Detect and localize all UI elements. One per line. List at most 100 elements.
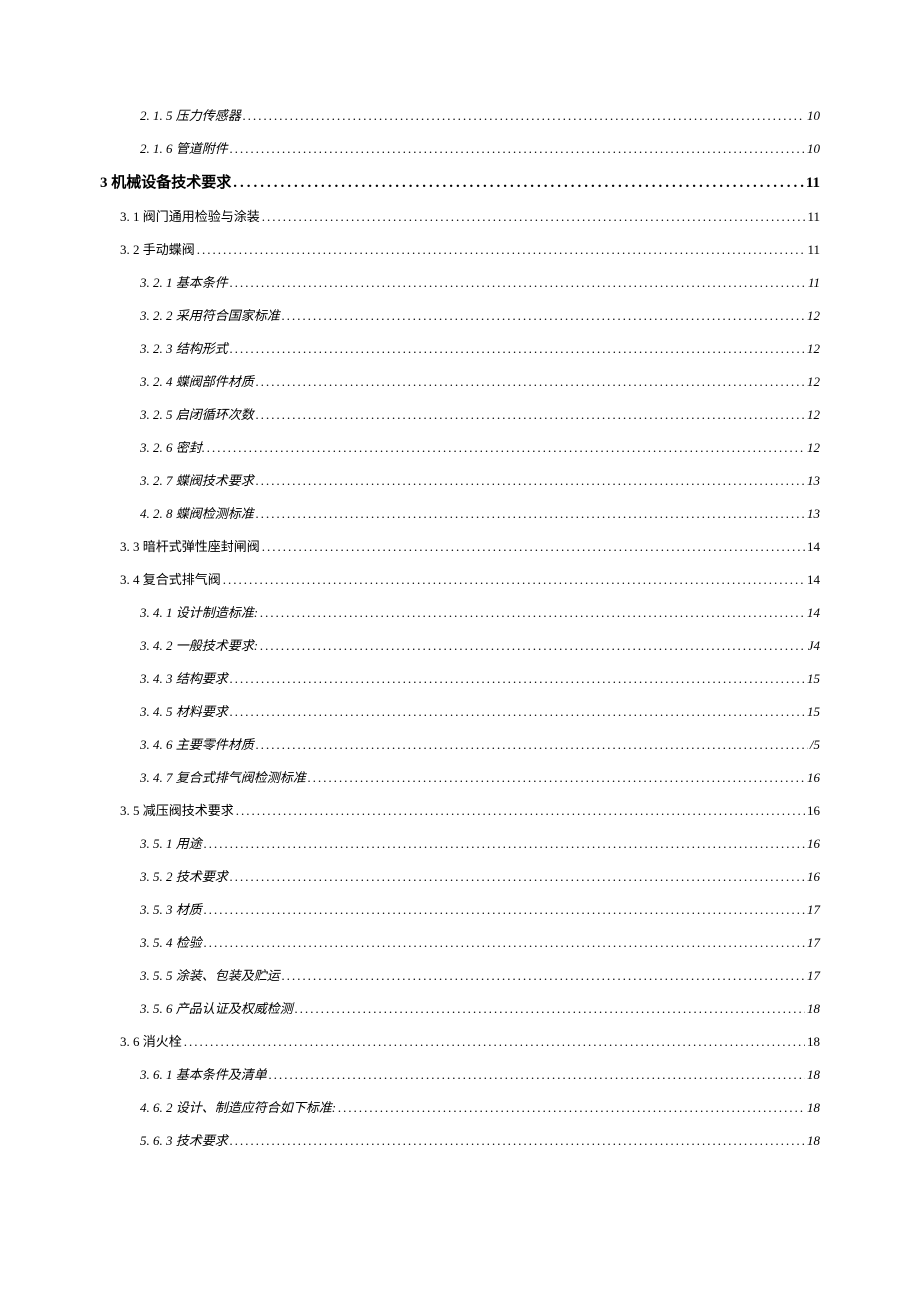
toc-entry-label: 3. 2. 3 结构形式	[140, 338, 228, 357]
toc-entry: 2. 1. 6 管道附件10	[100, 138, 820, 157]
toc-leader-dots	[262, 539, 805, 555]
toc-entry: 5. 6. 3 技术要求 18	[100, 1130, 820, 1149]
toc-leader-dots	[230, 275, 806, 291]
toc-entry-page: 14	[807, 605, 820, 621]
toc-leader-dots	[204, 902, 805, 918]
toc-entry-page: 13	[807, 473, 820, 489]
toc-entry-label: 3. 4. 2 一般技术要求:	[140, 635, 258, 654]
toc-entry-page: 18	[807, 1067, 820, 1083]
toc-entry-label: 3. 5. 5 涂装、包装及贮运	[140, 965, 280, 984]
toc-entry-label: 3. 5. 2 技术要求	[140, 866, 228, 885]
toc-leader-dots	[282, 968, 805, 984]
toc-entry: 3. 6 消火栓 18	[100, 1031, 820, 1050]
toc-entry-page: 13	[807, 506, 820, 522]
toc-entry-page: 18	[807, 1100, 820, 1116]
toc-entry-label: 3. 4. 7 复合式排气阀检测标准	[140, 767, 306, 786]
toc-entry: 3. 3 暗杆式弹性座封闸阀 14	[100, 536, 820, 555]
toc-entry-page: 15	[807, 671, 820, 687]
toc-entry: 3. 2. 3 结构形式 12	[100, 338, 820, 357]
toc-entry-label: 3. 4. 6 主要零件材质	[140, 734, 254, 753]
toc-entry: 3. 4 复合式排气阀14	[100, 569, 820, 588]
toc-entry-page: 10	[807, 108, 820, 124]
toc-leader-dots	[338, 1100, 805, 1116]
toc-entry-label: 4. 2. 8 蝶阀检测标准	[140, 503, 254, 522]
toc-leader-dots	[204, 935, 805, 951]
toc-entry-label: 3 机械设备技术要求	[100, 171, 231, 192]
toc-entry-page: 11	[807, 242, 820, 258]
toc-leader-dots	[236, 803, 805, 819]
toc-entry-label: 3. 4 复合式排气阀	[120, 569, 221, 588]
toc-entry-label: 3. 2. 1 基本条件	[140, 272, 228, 291]
toc-entry-label: 3. 2. 6 密封.	[140, 437, 205, 456]
toc-entry-page: 16	[807, 770, 820, 786]
toc-entry: 2. 1. 5 压力传感器10	[100, 105, 820, 124]
toc-leader-dots	[204, 836, 805, 852]
toc-entry-label: 3. 2. 2 采用符合国家标准	[140, 305, 280, 324]
toc-entry-page: 12	[807, 407, 820, 423]
toc-leader-dots	[269, 1067, 805, 1083]
toc-leader-dots	[256, 506, 805, 522]
toc-leader-dots	[230, 869, 805, 885]
toc-entry: 3. 2. 5 启闭循环次数12	[100, 404, 820, 423]
toc-leader-dots	[256, 737, 808, 753]
toc-entry-label: 3. 2. 4 蝶阀部件材质	[140, 371, 254, 390]
toc-entry-label: 3. 4. 5 材料要求	[140, 701, 228, 720]
toc-entry-label: 3. 3 暗杆式弹性座封闸阀	[120, 536, 260, 555]
toc-leader-dots	[230, 704, 805, 720]
toc-entry-page: 15	[807, 704, 820, 720]
toc-entry-label: 3. 6. 1 基本条件及清单	[140, 1064, 267, 1083]
toc-entry-page: 16	[807, 836, 820, 852]
toc-entry: 3. 4. 2 一般技术要求: J4	[100, 635, 820, 654]
toc-entry-label: 3. 5. 3 材质	[140, 899, 202, 918]
toc-entry: 3. 2. 6 密封. 12	[100, 437, 820, 456]
toc-entry: 4. 6. 2 设计、制造应符合如下标准: 18	[100, 1097, 820, 1116]
toc-entry: 3. 5. 2 技术要求16	[100, 866, 820, 885]
toc-entry-page: 11	[808, 275, 820, 291]
toc-entry-page: 12	[807, 341, 820, 357]
toc-entry: 3. 5. 6 产品认证及权威检测 18	[100, 998, 820, 1017]
toc-entry-page: 11	[807, 209, 820, 225]
toc-entry-label: 3. 2. 7 蝶阀技术要求	[140, 470, 254, 489]
toc-entry-label: 5. 6. 3 技术要求	[140, 1130, 228, 1149]
toc-entry-label: 3. 4. 3 结构要求	[140, 668, 228, 687]
toc-entry-page: 18	[807, 1001, 820, 1017]
toc-entry: 3. 5. 3 材质 17	[100, 899, 820, 918]
toc-leader-dots	[282, 308, 805, 324]
toc-leader-dots	[184, 1034, 805, 1050]
toc-entry: 3 机械设备技术要求 11	[100, 171, 820, 192]
toc-entry-page: /5	[810, 737, 820, 753]
toc-entry-label: 4. 6. 2 设计、制造应符合如下标准:	[140, 1097, 336, 1116]
toc-entry-label: 3. 5. 1 用途	[140, 833, 202, 852]
toc-entry-page: 12	[807, 440, 820, 456]
toc-entry: 3. 2. 7 蝶阀技术要求 13	[100, 470, 820, 489]
toc-entry: 3. 2. 2 采用符合国家标准 12	[100, 305, 820, 324]
toc-entry: 3. 5. 5 涂装、包装及贮运 17	[100, 965, 820, 984]
toc-entry-page: 12	[807, 308, 820, 324]
toc-leader-dots	[243, 108, 805, 124]
toc-entry: 3. 2 手动蝶阀11	[100, 239, 820, 258]
toc-entry-label: 3. 6 消火栓	[120, 1031, 182, 1050]
toc-leader-dots	[256, 407, 805, 423]
toc-entry-label: 3. 1 阀门通用检验与涂装	[120, 206, 260, 225]
toc-entry: 3. 5 减压阀技术要求16	[100, 800, 820, 819]
toc-leader-dots	[308, 770, 805, 786]
toc-leader-dots	[223, 572, 805, 588]
toc-leader-dots	[256, 473, 805, 489]
toc-leader-dots	[230, 671, 805, 687]
toc-leader-dots	[230, 1133, 805, 1149]
toc-entry: 3. 4. 3 结构要求 15	[100, 668, 820, 687]
toc-entry: 3. 4. 6 主要零件材质/5	[100, 734, 820, 753]
toc-entry-label: 3. 5. 6 产品认证及权威检测	[140, 998, 293, 1017]
toc-entry: 3. 2. 4 蝶阀部件材质 12	[100, 371, 820, 390]
toc-entry-page: 17	[807, 968, 820, 984]
toc-entry-page: 12	[807, 374, 820, 390]
toc-entry: 4. 2. 8 蝶阀检测标准 13	[100, 503, 820, 522]
toc-entry-page: 10	[807, 141, 820, 157]
toc-entry-page: 16	[807, 803, 820, 819]
toc-entry-page: 17	[807, 902, 820, 918]
toc-entry-page: 17	[807, 935, 820, 951]
toc-leader-dots	[230, 141, 805, 157]
toc-entry-page: J4	[808, 638, 820, 654]
toc-entry-page: 14	[807, 539, 820, 555]
toc-leader-dots	[260, 638, 806, 654]
